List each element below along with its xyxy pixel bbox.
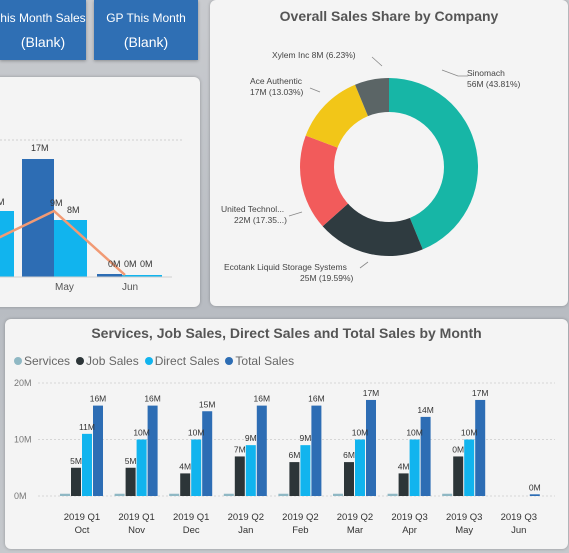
slice-label: 56M (43.81%) [467, 79, 521, 89]
slice-label: Sinomach [467, 68, 505, 78]
monthly-sales-chart-card[interactable]: M 17M 9M 8M 0M 0M 0M May Jun [0, 77, 200, 307]
x-tick-label: May [55, 282, 74, 293]
data-label: 0M [140, 259, 153, 269]
slice-label: Ecotank Liquid Storage Systems [224, 262, 347, 272]
data-label: 0M [108, 259, 121, 269]
data-label: 8M [67, 205, 80, 215]
monthly-breakdown-card[interactable]: Services, Job Sales, Direct Sales and To… [5, 319, 568, 549]
chart-legend: Services Job Sales Direct Sales Total Sa… [14, 354, 296, 368]
legend-item-services[interactable]: Services [14, 354, 70, 368]
leader-line [441, 69, 468, 77]
bar-direct-jun [122, 275, 162, 277]
donut-chart: Sinomach 56M (43.81%) Xylem Inc 8M (6.23… [221, 50, 521, 283]
kpi-label: his Month Sales [0, 11, 86, 25]
bar-chart-title: Services, Job Sales, Direct Sales and To… [91, 325, 482, 341]
slice-label: 22M (17.35...) [234, 215, 287, 225]
slice-label: Ace Authentic [250, 76, 303, 86]
bar-direct-partial [0, 211, 14, 277]
legend-dot-icon [76, 357, 85, 365]
slice-label: United Technol... [221, 204, 284, 214]
kpi-this-month-sales[interactable]: his Month Sales (Blank) [0, 0, 86, 60]
leader-line [288, 211, 303, 217]
trend-line [0, 209, 126, 276]
legend-dot-icon [14, 357, 22, 365]
kpi-gp-this-month[interactable]: GP This Month (Blank) [94, 0, 198, 60]
kpi-label: GP This Month [106, 11, 186, 25]
slice-label: 17M (13.03%) [250, 87, 304, 97]
slice-label: Xylem Inc 8M (6.23%) [272, 50, 356, 60]
sales-share-card[interactable]: Overall Sales Share by Company Sinomach … [210, 0, 568, 306]
kpi-value: (Blank) [20, 34, 66, 50]
legend-item-job-sales[interactable]: Job Sales [76, 354, 139, 368]
data-label: M [0, 197, 5, 207]
legend-dot-icon [144, 357, 153, 365]
legend-item-direct-sales[interactable]: Direct Sales [144, 354, 219, 368]
monthly-sales-chart: M 17M 9M 8M 0M 0M 0M May Jun [0, 139, 182, 293]
data-label: 0M [124, 259, 137, 269]
bar-direct-may [54, 220, 87, 277]
x-tick-label: Jun [122, 282, 138, 293]
leader-line [359, 261, 369, 269]
kpi-value: (Blank) [123, 34, 169, 50]
donut-title: Overall Sales Share by Company [279, 8, 499, 24]
leader-line [371, 56, 383, 67]
slice-label: 25M (19.59%) [300, 273, 354, 283]
bar-total-jun [97, 274, 122, 277]
data-label: 9M [50, 198, 63, 208]
donut-hole [334, 112, 444, 222]
data-label: 17M [31, 143, 49, 153]
legend-dot-icon [225, 357, 234, 365]
legend-item-total-sales[interactable]: Total Sales [225, 354, 294, 368]
leader-line [309, 87, 321, 93]
